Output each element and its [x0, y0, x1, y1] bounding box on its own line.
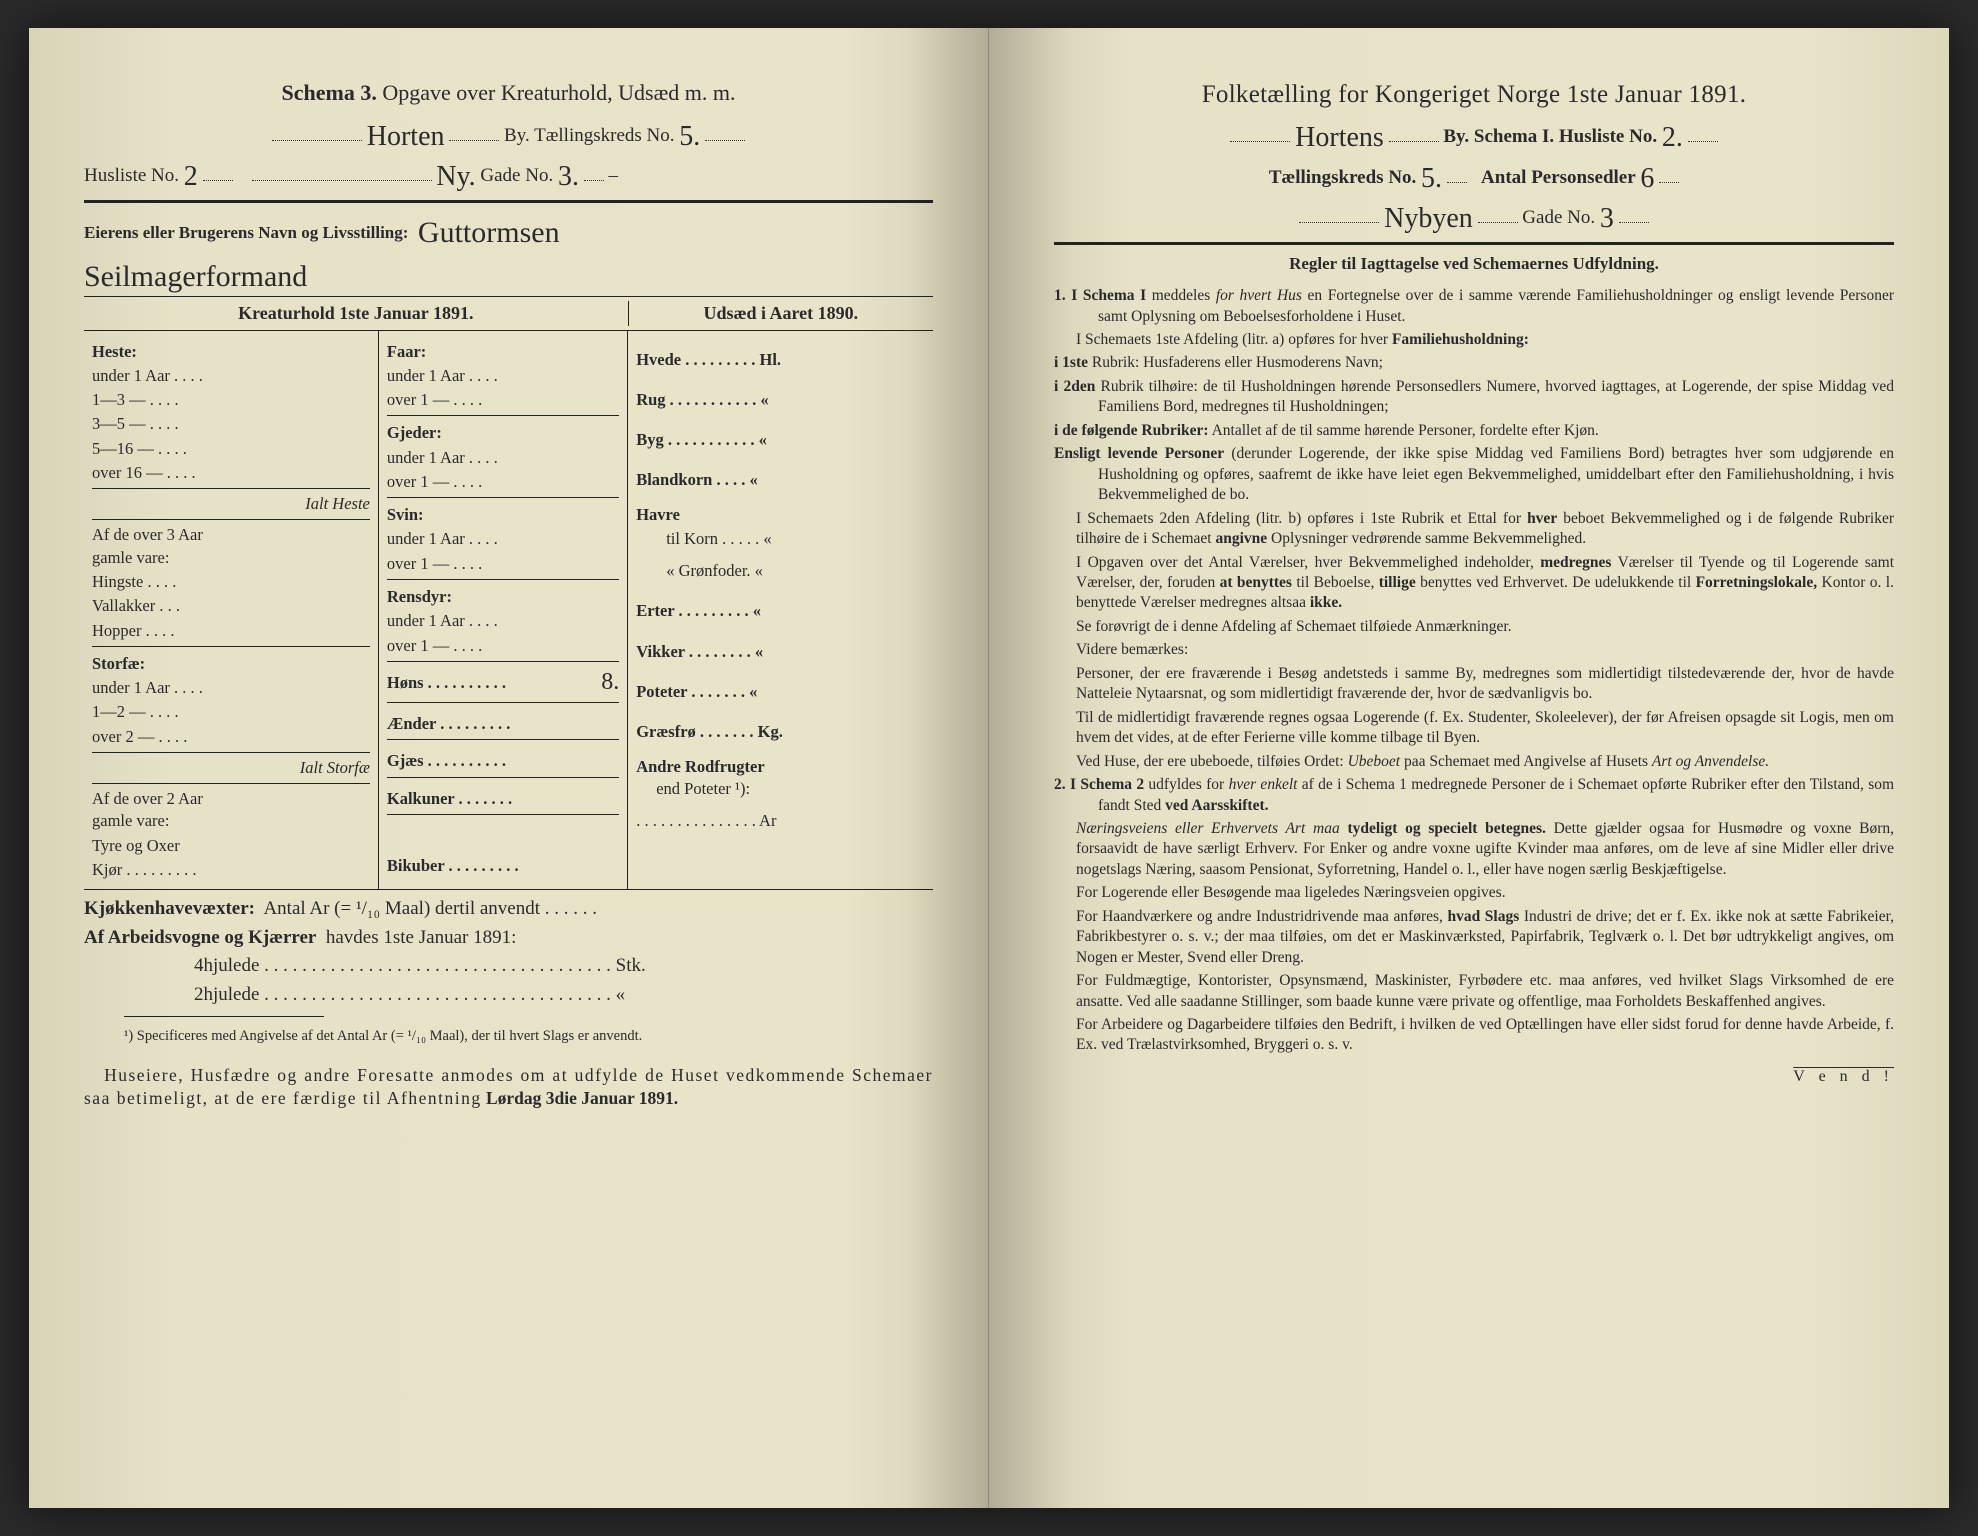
city-row: Horten By. Tællingskreds No. 5.: [84, 114, 933, 152]
schema3-title: Schema 3. Opgave over Kreaturhold, Udsæd…: [84, 78, 933, 108]
document-spread: Schema 3. Opgave over Kreaturhold, Udsæd…: [29, 28, 1949, 1508]
r-gadeno-hw: 3: [1600, 203, 1614, 234]
kjokken-row: Kjøkkenhavevæxter: Antal Ar (= ¹/₁₀ Maal…: [84, 896, 933, 922]
r-city-row: Hortens By. Schema I. Husliste No. 2.: [1054, 115, 1894, 153]
city-handwritten: Horten: [367, 121, 445, 152]
r-antal-hw: 6: [1640, 163, 1654, 194]
owner-hw-a: Seilmagerformand: [84, 260, 307, 293]
husliste-row: Husliste No. 2 Ny. Gade No. 3. –: [84, 154, 933, 192]
folketaelling-title: Folketælling for Kongeriget Norge 1ste J…: [1054, 78, 1894, 112]
hjul4: 4hjulede . . . . . . . . . . . . . . . .…: [84, 953, 933, 979]
kreds-no-hw: 5.: [679, 121, 700, 152]
vend: V e n d !: [1054, 1066, 1894, 1088]
r-husliste-hw: 2.: [1662, 122, 1683, 153]
kreaturhold-head: Kreaturhold 1ste Januar 1891.: [84, 301, 628, 325]
hons-value: 8.: [601, 666, 619, 698]
regler-head: Regler til Iagttagelse ved Schemaernes U…: [1054, 253, 1894, 276]
livestock-table: Heste: under 1 Aar . . . . 1—3 — . . . .…: [84, 330, 933, 891]
vogne-row: Af Arbeidsvogne og Kjærrer havdes 1ste J…: [84, 925, 933, 951]
rules-body: 1. I Schema I meddeles for hvert Hus en …: [1054, 286, 1894, 1056]
closing-text: Huseiere, Husfædre og andre Foresatte an…: [84, 1064, 933, 1111]
gade-prefix-hw: Ny.: [436, 161, 475, 192]
owner-hw-b: Guttormsen: [418, 213, 560, 254]
col-c: Hvede . . . . . . . . . Hl. Rug . . . . …: [628, 331, 933, 890]
footnote: ¹) Specificeres med Angivelse af det Ant…: [84, 1027, 933, 1046]
udsaed-head: Udsæd i Aaret 1890.: [628, 301, 933, 325]
gade-no-hw: 3.: [558, 161, 579, 192]
left-page: Schema 3. Opgave over Kreaturhold, Udsæd…: [29, 28, 989, 1508]
hjul2: 2hjulede . . . . . . . . . . . . . . . .…: [84, 982, 933, 1008]
r-gade-hw: Nybyen: [1384, 203, 1473, 234]
col-b: Faar: under 1 Aar . . . . over 1 — . . .…: [378, 331, 628, 890]
r-city-hw: Hortens: [1295, 122, 1384, 153]
r-gade-row: Nybyen Gade No. 3: [1054, 196, 1894, 234]
owner-row-2: Seilmagerformand: [84, 253, 933, 294]
husliste-no-hw: 2: [184, 161, 198, 192]
right-page: Folketælling for Kongeriget Norge 1ste J…: [989, 28, 1949, 1508]
owner-row: Eierens eller Brugerens Navn og Livsstil…: [84, 209, 933, 250]
r-kreds-hw: 5.: [1421, 163, 1442, 194]
r-kreds-row: Tællingskreds No. 5. Antal Personsedler …: [1054, 156, 1894, 194]
col-a: Heste: under 1 Aar . . . . 1—3 — . . . .…: [84, 331, 378, 890]
